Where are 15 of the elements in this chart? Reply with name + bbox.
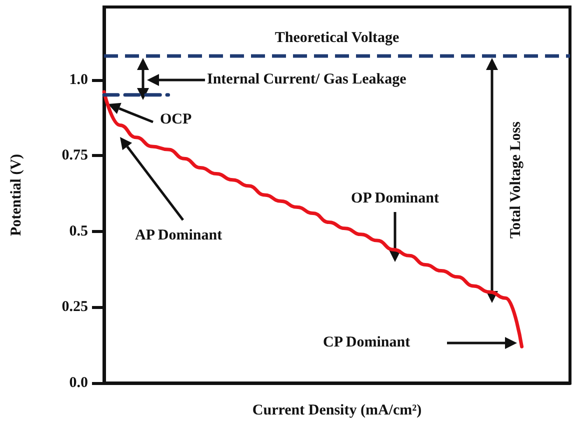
- annotation: CP Dominant: [323, 334, 410, 350]
- annotation: Total Voltage Loss: [508, 121, 524, 238]
- y-tick-label: 0.75: [62, 148, 88, 164]
- ref-line-label: Theoretical Voltage: [274, 30, 400, 46]
- line-series: [102, 90, 524, 348]
- annotation: OCP: [160, 112, 192, 128]
- y-tick-label: 0.25: [62, 299, 88, 316]
- annotation: Internal Current/ Gas Leakage: [207, 72, 407, 88]
- x-axis-title: Current Density (mA/cm²): [252, 402, 422, 418]
- annotation: AP Dominant: [135, 228, 222, 244]
- y-tick-label: 0.0: [69, 375, 88, 391]
- annotation: OP Dominant: [351, 190, 439, 206]
- y-tick-label: 0.5: [69, 223, 88, 240]
- y-tick-label: 1.0: [69, 72, 88, 88]
- y-axis-title: Potential (V): [8, 154, 24, 236]
